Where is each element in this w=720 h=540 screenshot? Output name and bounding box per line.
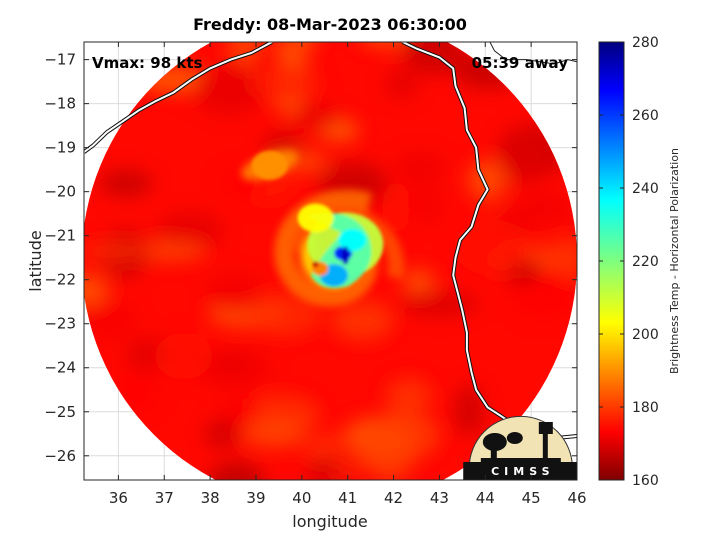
logo-tower-leg xyxy=(542,434,548,462)
logo-tower-tank xyxy=(538,422,553,434)
swath-patch xyxy=(497,134,549,186)
cb-tick-label: 220 xyxy=(632,254,659,270)
x-tick-label: 44 xyxy=(476,489,495,507)
x-tick-label: 37 xyxy=(155,489,174,507)
swath-patch xyxy=(331,436,364,480)
x-axis-label: longitude xyxy=(292,512,367,531)
y-tick-label: −25 xyxy=(44,403,76,421)
swath-patch xyxy=(453,220,532,276)
swath-patch xyxy=(84,300,138,340)
axes-frame xyxy=(83,41,578,481)
y-tick-label: −18 xyxy=(44,95,76,113)
x-tick-label: 46 xyxy=(567,489,586,507)
cimss-logo: CIMSS xyxy=(463,415,577,480)
swath-patch xyxy=(250,46,284,68)
x-tick-label: 41 xyxy=(338,489,357,507)
cb-tick-label: 280 xyxy=(632,35,659,51)
y-tick-label: −20 xyxy=(44,183,76,201)
plot-area: CIMSS xyxy=(84,42,577,480)
swath-patch xyxy=(331,300,394,341)
deep-convection-core xyxy=(341,246,350,265)
storm-core xyxy=(251,150,384,289)
x-tick-label: 36 xyxy=(109,489,128,507)
x-tick-label: 39 xyxy=(246,489,265,507)
x-tick-label: 42 xyxy=(384,489,403,507)
y-tick-label: −23 xyxy=(44,315,76,333)
logo-dish-right xyxy=(506,432,523,444)
madagascar-inland-line xyxy=(489,42,577,65)
y-tick-label: −24 xyxy=(44,359,76,377)
swath-patch xyxy=(241,418,308,449)
y-tick-label: −21 xyxy=(44,227,76,245)
x-tick-label: 43 xyxy=(430,489,449,507)
swath-patch xyxy=(384,67,419,100)
swath-patch xyxy=(394,150,445,186)
chart-title: Freddy: 08-Mar-2023 06:30:00 xyxy=(193,15,467,34)
y-tick-label: −26 xyxy=(44,447,76,465)
cb-tick-label: 240 xyxy=(632,181,659,197)
logo-ground xyxy=(480,458,561,462)
swath-patch xyxy=(290,103,341,131)
cb-tick-label: 160 xyxy=(632,473,659,489)
swath-patch xyxy=(382,180,411,234)
madagascar-coast xyxy=(402,42,577,440)
storm-feature-3 xyxy=(297,203,334,233)
swath-patch xyxy=(385,378,433,414)
storm-feature-4 xyxy=(251,150,288,180)
swath-patch xyxy=(204,418,239,450)
swath-patch xyxy=(206,272,262,314)
brightness-temp-swath xyxy=(84,42,577,480)
swath-patch xyxy=(205,461,267,480)
storm-feature-2 xyxy=(338,228,367,252)
x-tick-label: 40 xyxy=(292,489,311,507)
logo-dish-left xyxy=(482,433,507,451)
vmax-label: Vmax: 98 kts xyxy=(92,54,202,72)
colorbar: 160 180 200 220 240 260 280 Brightness Temp - … xyxy=(598,35,681,489)
y-tick-label: −17 xyxy=(44,51,76,69)
coastline xyxy=(84,42,577,441)
swath-patch xyxy=(249,63,323,105)
swath-patch xyxy=(515,191,574,225)
eye-center xyxy=(312,261,319,268)
time-away-label: 05:39 away xyxy=(472,54,569,72)
x-tick-label: 38 xyxy=(201,489,220,507)
swath-patch xyxy=(192,65,267,116)
swath-patch xyxy=(131,240,207,263)
swath-patch xyxy=(400,291,479,318)
y-tick-label: −19 xyxy=(44,139,76,157)
y-tick-label: −22 xyxy=(44,271,76,289)
cb-tick-label: 180 xyxy=(632,400,659,416)
y-axis-label: latitude xyxy=(26,230,45,291)
mozambique-coast xyxy=(84,42,273,153)
cb-tick-label: 260 xyxy=(632,108,659,124)
logo-dish-stand xyxy=(490,448,497,462)
colorbar-ticks: 160 180 200 220 240 260 280 xyxy=(599,35,659,489)
x-tick-label: 45 xyxy=(522,489,541,507)
swath-patch xyxy=(364,410,440,461)
logo-text: CIMSS xyxy=(491,465,554,478)
axis-ticks: 36 37 38 39 40 41 42 43 44 45 46 −17 −18 −19 −20 −21 −22… xyxy=(44,42,587,507)
swath-patch xyxy=(194,349,271,388)
swath-patch xyxy=(248,291,323,337)
swath-patch xyxy=(84,240,148,262)
swath-patch xyxy=(401,269,436,293)
cb-tick-label: 200 xyxy=(632,327,659,343)
swath-patch xyxy=(154,333,213,380)
colorbar-label: Brightness Temp - Horizontal Polarizatio… xyxy=(668,148,681,374)
swath-patch xyxy=(99,169,153,197)
swath-patch xyxy=(408,186,444,225)
swath-patch xyxy=(402,42,466,75)
swath-patch xyxy=(454,384,485,437)
